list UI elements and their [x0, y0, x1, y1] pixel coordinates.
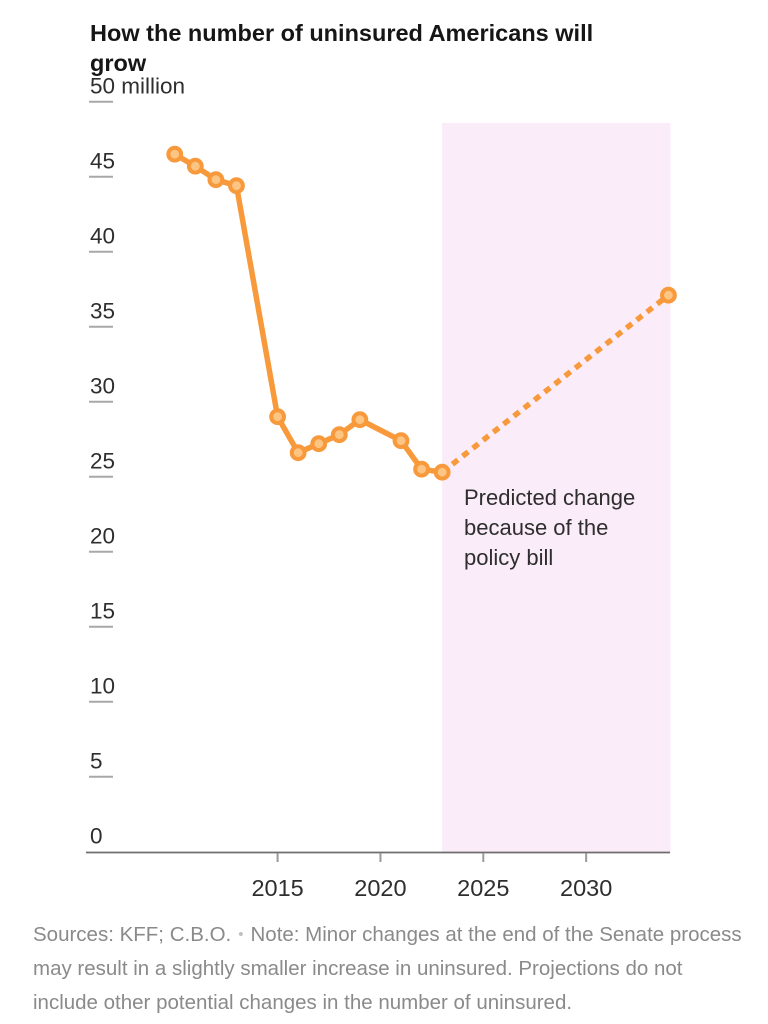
y-axis-tick-label: 25 [90, 449, 115, 474]
data-point-marker [166, 145, 184, 163]
data-point-marker [660, 286, 677, 304]
projection-region [442, 123, 671, 853]
separator-dot-icon: • [238, 926, 244, 943]
data-point-marker [269, 408, 287, 426]
annotation-line: policy bill [464, 545, 554, 570]
y-axis-tick-label: 20 [90, 524, 115, 549]
chart-title: How the number of uninsured Americans wi… [90, 19, 594, 77]
annotation-line: Predicted change [464, 485, 636, 510]
x-axis-tick-label: 2025 [457, 875, 509, 901]
annotation-predicted-change: Predicted change because of the policy b… [464, 483, 635, 573]
y-axis-tick-label: 35 [90, 299, 115, 324]
data-point-marker [351, 411, 369, 429]
x-axis-tick-label: 2020 [354, 875, 406, 901]
y-axis-tick-label: 40 [90, 224, 115, 249]
data-point-marker [310, 435, 328, 453]
x-axis-tick-label: 2030 [560, 875, 612, 901]
y-axis-tick-label: 45 [90, 149, 115, 174]
projected-line [440, 293, 671, 475]
footer-note: Sources: KFF; C.B.O. • Note: Minor changes… [33, 918, 749, 1020]
data-point-marker [330, 426, 348, 444]
y-axis-tick-label: 5 [90, 749, 103, 774]
y-axis-tick-label: 0 [90, 824, 103, 849]
x-axis-tick-label: 2015 [251, 875, 303, 901]
data-point-marker [433, 463, 451, 481]
data-point-marker [289, 444, 307, 462]
data-point-marker [186, 157, 204, 175]
annotation-line: because of the [464, 515, 609, 540]
y-axis-tick-label: 30 [90, 374, 115, 399]
y-axis-tick-label: 50 million [90, 74, 185, 99]
y-axis-tick-label: 10 [90, 674, 115, 699]
data-point-marker [207, 171, 225, 189]
observed-line [172, 151, 445, 475]
note-text: Note: Minor changes at the end of the Se… [33, 923, 742, 1014]
data-point-marker [413, 460, 430, 478]
data-point-marker [228, 177, 245, 195]
data-point-marker [392, 432, 410, 450]
sources-label: Sources: KFF; C.B.O. [33, 923, 232, 946]
y-axis-tick-label: 15 [90, 599, 115, 624]
